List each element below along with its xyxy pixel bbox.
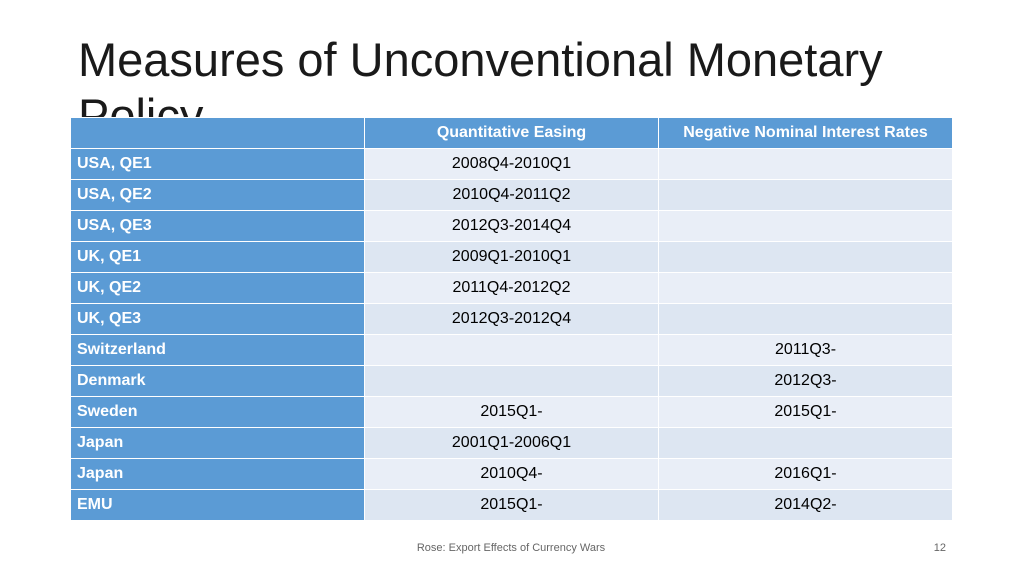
table-cell: 2009Q1-2010Q1 xyxy=(364,241,659,273)
table-cell xyxy=(658,272,953,304)
row-label: Denmark xyxy=(70,365,365,397)
table-cell xyxy=(658,179,953,211)
table-row: UK, QE1 2009Q1-2010Q1 xyxy=(70,241,953,273)
column-header: Quantitative Easing xyxy=(364,117,659,149)
row-label: USA, QE1 xyxy=(70,148,365,180)
row-label: Japan xyxy=(70,427,365,459)
table-cell: 2016Q1- xyxy=(658,458,953,490)
table-row: USA, QE2 2010Q4-2011Q2 xyxy=(70,179,953,211)
header-row: Quantitative Easing Negative Nominal Inte… xyxy=(70,117,953,149)
table-row: Japan 2001Q1-2006Q1 xyxy=(70,427,953,459)
row-label: USA, QE3 xyxy=(70,210,365,242)
column-header xyxy=(70,117,365,149)
data-table: Quantitative Easing Negative Nominal Inte… xyxy=(70,117,953,521)
table-cell xyxy=(658,241,953,273)
table-cell xyxy=(658,427,953,459)
row-label: Japan xyxy=(70,458,365,490)
row-label: EMU xyxy=(70,489,365,521)
column-header: Negative Nominal Interest Rates xyxy=(658,117,953,149)
table-row: Switzerland 2011Q3- xyxy=(70,334,953,366)
row-label: UK, QE1 xyxy=(70,241,365,273)
table-cell xyxy=(658,303,953,335)
table-cell: 2015Q1- xyxy=(364,489,659,521)
table-cell: 2014Q2- xyxy=(658,489,953,521)
table-cell xyxy=(658,210,953,242)
table-cell: 2010Q4-2011Q2 xyxy=(364,179,659,211)
table-cell xyxy=(658,148,953,180)
table-row: Japan 2010Q4- 2016Q1- xyxy=(70,458,953,490)
row-label: Switzerland xyxy=(70,334,365,366)
table-cell: 2012Q3-2012Q4 xyxy=(364,303,659,335)
table-row: Sweden 2015Q1- 2015Q1- xyxy=(70,396,953,428)
table-cell: 2012Q3- xyxy=(658,365,953,397)
table-cell: 2012Q3-2014Q4 xyxy=(364,210,659,242)
row-label: UK, QE3 xyxy=(70,303,365,335)
table-cell: 2001Q1-2006Q1 xyxy=(364,427,659,459)
slide-title: Measures of Unconventional Monetary Poli… xyxy=(78,33,883,142)
row-label: UK, QE2 xyxy=(70,272,365,304)
table-row: UK, QE3 2012Q3-2012Q4 xyxy=(70,303,953,335)
table-cell: 2010Q4- xyxy=(364,458,659,490)
table-row: USA, QE3 2012Q3-2014Q4 xyxy=(70,210,953,242)
row-label: USA, QE2 xyxy=(70,179,365,211)
row-label: Sweden xyxy=(70,396,365,428)
table-cell: 2011Q3- xyxy=(658,334,953,366)
table-cell: 2008Q4-2010Q1 xyxy=(364,148,659,180)
table-row: USA, QE1 2008Q4-2010Q1 xyxy=(70,148,953,180)
table-cell: 2011Q4-2012Q2 xyxy=(364,272,659,304)
table-cell xyxy=(364,365,659,397)
table-row: Denmark 2012Q3- xyxy=(70,365,953,397)
table-cell xyxy=(364,334,659,366)
table-cell: 2015Q1- xyxy=(658,396,953,428)
table-row: EMU 2015Q1- 2014Q2- xyxy=(70,489,953,521)
table-row: UK, QE2 2011Q4-2012Q2 xyxy=(70,272,953,304)
table-cell: 2015Q1- xyxy=(364,396,659,428)
page-number: 12 xyxy=(933,542,946,554)
footer-source: Rose: Export Effects of Currency Wars xyxy=(416,542,606,554)
